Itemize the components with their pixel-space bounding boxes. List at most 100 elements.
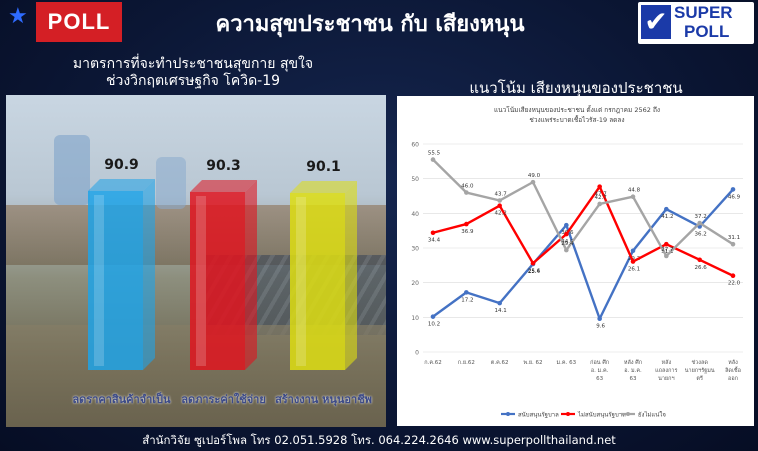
x-tick-label: นายกฯ	[658, 375, 675, 382]
data-point	[464, 221, 469, 227]
data-label: 43.7	[495, 192, 508, 198]
data-point	[497, 198, 502, 203]
data-label: 10.2	[428, 322, 440, 328]
data-label: 17.2	[461, 297, 473, 303]
legend-label: ไม่สนับสนุนรัฐบาล	[577, 411, 626, 419]
data-point	[564, 231, 569, 237]
data-label: 26.6	[695, 265, 708, 271]
chart-title-line2: ช่วงแพร่ระบาดเชื้อไวรัส-19 ลดลง	[529, 115, 624, 124]
data-point	[564, 222, 569, 228]
legend-marker	[626, 412, 630, 416]
data-point	[630, 194, 636, 199]
data-point	[464, 190, 469, 195]
y-tick-label: 50	[411, 176, 419, 183]
data-label: 36.2	[695, 232, 707, 238]
data-point	[630, 259, 636, 264]
data-point	[730, 273, 736, 279]
data-label: 34.4	[428, 238, 441, 244]
footer-contact: สำนักวิจัย ซูเปอร์โพล โทร 02.051.5928 โท…	[142, 433, 616, 447]
data-label: 36.9	[461, 229, 474, 235]
data-point	[630, 248, 636, 254]
bar-value-label: 90.3	[206, 158, 241, 174]
y-tick-label: 20	[411, 280, 419, 287]
x-tick-label: ต.ค.62	[491, 360, 509, 366]
legend-label: สนับสนุนรัฐบาล	[518, 412, 559, 419]
x-tick-label: หลัง	[661, 359, 671, 366]
data-label: 42.7	[595, 195, 608, 201]
y-tick-label: 0	[415, 350, 419, 357]
data-label: 46.0	[461, 184, 474, 190]
legend-marker	[566, 412, 570, 416]
data-point	[597, 201, 602, 207]
data-point	[530, 260, 536, 266]
line-chart-panel: แนวโน้มเสียงหนุนของประชาชน ตั้งแต่ กรกฎา…	[397, 96, 754, 426]
logo-line2: POLL	[684, 22, 730, 41]
bar-category-label: สร้างงาน หนุนอาชีพ	[275, 393, 372, 406]
data-label: 46.9	[728, 194, 741, 200]
data-point	[664, 253, 669, 259]
line-chart: แนวโน้มเสียงหนุนของประชาชน ตั้งแต่ กรกฎา…	[411, 105, 743, 419]
left-title-line1: มาตรการที่จะทำประชาชนสุขกาย สุขใจ	[72, 56, 314, 72]
poll-badge: POLL	[36, 2, 122, 42]
bar-2	[190, 180, 257, 370]
data-label: 14.1	[495, 308, 507, 314]
x-tick-label: 63	[596, 376, 603, 382]
data-label: 25.4	[528, 269, 541, 275]
logo-line1: SUPER	[674, 3, 733, 22]
data-point	[497, 203, 502, 209]
data-point	[664, 241, 669, 247]
data-label: 29.4	[561, 241, 574, 247]
series-line	[432, 158, 734, 258]
legend-label: ยังไม่แน่ใจ	[638, 411, 666, 419]
data-point	[664, 206, 669, 212]
x-tick-label: ลิดเชื้อ	[724, 366, 740, 374]
left-chart-title: มาตรการที่จะทำประชาชนสุขกาย สุขใจ ช่วงวิ…	[8, 56, 378, 90]
data-point	[697, 220, 702, 226]
x-tick-label: หลัง	[728, 359, 738, 366]
y-tick-label: 60	[411, 142, 419, 149]
bar-1	[88, 179, 155, 370]
star-icon: ★	[8, 4, 28, 29]
checkmark-icon: ✔	[641, 5, 671, 39]
data-point	[564, 247, 569, 253]
bar-category-label: ลดภาระค่าใช้จ่าย	[181, 393, 266, 406]
x-tick-label: หลัง ศึก	[624, 359, 642, 366]
data-point	[430, 230, 436, 236]
data-point	[597, 316, 602, 322]
x-tick-label: ตรี	[696, 375, 703, 382]
data-point	[530, 179, 536, 185]
y-tick-label: 10	[411, 315, 419, 322]
left-title-line2: ช่วงวิกฤตเศรษฐกิจ โควิด-19	[105, 73, 281, 89]
x-tick-label: อ. ม.ค.	[624, 368, 642, 374]
data-label: 44.8	[628, 188, 641, 194]
bar-value-label: 90.9	[104, 157, 139, 173]
data-point	[597, 184, 602, 189]
x-tick-label: ก.ย.62	[458, 360, 475, 366]
x-tick-label: แถลงการ	[655, 368, 677, 374]
x-tick-label: ออก	[728, 376, 738, 382]
data-point	[430, 157, 436, 162]
y-tick-label: 30	[411, 246, 419, 253]
series-line	[432, 188, 734, 320]
data-point	[464, 290, 469, 295]
data-label: 25.6	[528, 268, 541, 274]
bar-category-label: ลดราคาสินค้าจำเป็น	[72, 393, 171, 406]
legend-marker	[506, 412, 510, 416]
x-tick-label: ก่อน ศึก	[590, 359, 609, 366]
x-tick-label: ช่วงลด	[691, 359, 708, 366]
x-tick-label: พ.ย. 62	[523, 360, 542, 366]
page-title: ความสุขประชาชน กับ เสียงหนุน	[215, 12, 525, 37]
background-photo-tank	[156, 157, 186, 209]
data-label: 26.1	[628, 267, 640, 273]
right-chart-title: แนวโน้ม เสียงหนุนของประชาชน	[469, 79, 683, 97]
data-point	[697, 257, 702, 263]
series-line	[432, 185, 734, 277]
data-point	[497, 300, 502, 306]
x-tick-label: ก.ค.62	[424, 360, 442, 366]
superpoll-logo: ✔ SUPER POLL	[638, 2, 754, 44]
data-label: 31.1	[728, 235, 740, 241]
data-label: 34.0	[561, 239, 574, 245]
data-label: 37.2	[695, 214, 707, 220]
chart-title: แนวโน้มเสียงหนุนของประชาชน ตั้งแต่ กรกฎา…	[494, 105, 660, 114]
data-label: 55.5	[428, 151, 441, 157]
